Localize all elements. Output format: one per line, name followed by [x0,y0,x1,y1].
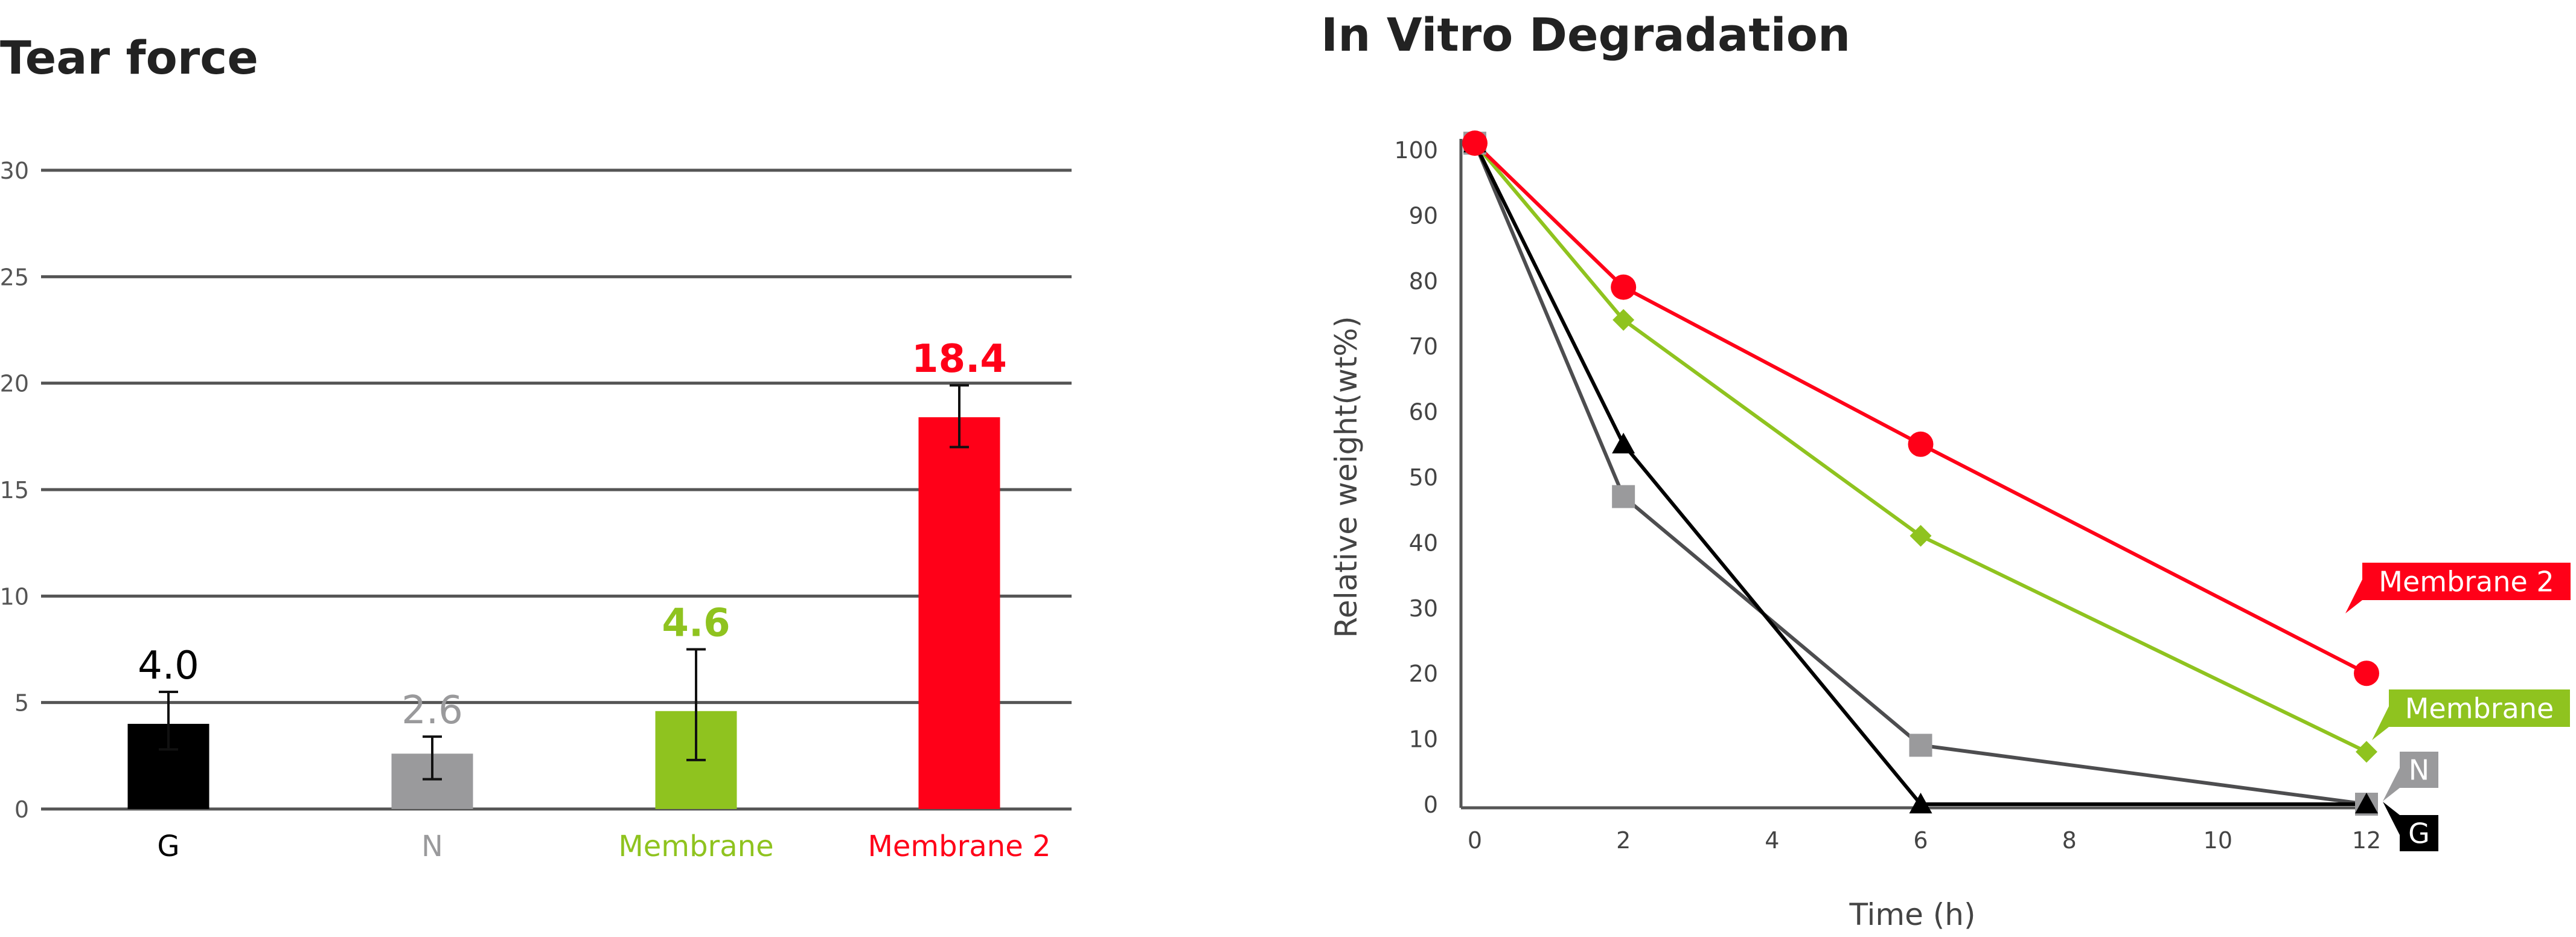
x-tick-label: 6 [1913,827,1928,854]
bar-gridlines [41,168,1072,811]
x-tick-label: 10 [2204,827,2232,854]
y-tick-label: 20 [0,371,29,397]
callout-box [2400,815,2438,851]
callout-label: G [2408,817,2430,850]
square-marker [1909,734,1932,757]
bar [918,417,1000,809]
value-label: 2.6 [401,688,463,733]
series-lines [1473,142,2368,806]
y-tick-label: 100 [1394,137,1438,164]
series-callout: G [2383,802,2438,851]
diamond-marker [1910,525,1932,547]
x-tick-label: 8 [2062,827,2077,854]
series-callout: Membrane 2 [2345,563,2571,613]
y-tick-label: 10 [0,583,29,610]
bars [127,417,1000,809]
error-bars [159,384,969,781]
value-label: 4.6 [662,601,730,646]
y-tick-label: 90 [1409,202,1438,229]
degradation-title: In Vitro Degradation [1321,8,1850,62]
y-tick-label: 0 [1424,791,1438,818]
x-axis-label: Time (h) [1849,897,1976,932]
bar-category-labels: G N Membrane Membrane 2 [157,830,1050,863]
callout-label: N [2409,754,2429,787]
callout-box [2400,752,2438,788]
x-tick-label: 12 [2352,827,2381,854]
circle-marker [1462,130,1488,156]
y-tick-label: 0 [14,796,29,823]
series-line [1473,142,2368,675]
degradation-chart: In Vitro Degradation 0102030405060708090… [1321,8,2571,932]
square-marker [1612,485,1635,508]
diamond-marker [2356,741,2377,763]
callout-label: Membrane 2 [2379,566,2554,598]
y-tick-label: 40 [1409,529,1438,556]
y-tick-label: 25 [0,264,29,290]
bar-y-tick-labels: 0 5 10 15 20 25 30 [0,158,29,823]
circle-marker [1908,431,1934,457]
x-tick-label: 4 [1765,827,1779,854]
value-label: 18.4 [912,337,1007,382]
y-tick-label: 80 [1409,268,1438,295]
callout-tail [2383,802,2400,835]
callout-tail [2372,706,2389,740]
callout-label: Membrane [2405,692,2554,725]
y-tick-label: 70 [1409,333,1438,360]
series-line [1473,142,2368,754]
line-x-tick-labels: 0 2 4 6 8 10 12 [1468,827,2381,854]
series-markers [1462,130,2379,816]
tear-force-title: Tear force [0,31,258,85]
circle-marker [1611,274,1637,300]
y-tick-label: 50 [1409,464,1438,491]
diamond-marker [1612,309,1635,331]
x-tick-label: 0 [1468,827,1482,854]
tear-force-chart: Tear force 0 5 10 15 20 25 30 4.0 2.6 4.6 18.4 G N… [0,31,1072,863]
callout-box [2389,689,2570,727]
y-tick-label: 10 [1409,726,1438,753]
y-tick-label: 15 [0,477,29,504]
series-callout: N [2383,752,2438,801]
category-label: G [157,830,179,863]
y-tick-label: 30 [1409,595,1438,622]
triangle-marker [1909,793,1932,814]
series-line [1473,142,2367,806]
y-tick-label: 60 [1409,399,1438,426]
series-callout: Membrane [2372,689,2570,740]
y-axis-label: Relative weight(wt%) [1329,316,1364,638]
callout-box [2362,563,2571,600]
triangle-marker [2355,793,2378,814]
value-label: 4.0 [138,644,199,688]
y-tick-label: 20 [1409,660,1438,687]
callout-tail [2383,768,2400,801]
bar-value-labels: 4.0 2.6 4.6 18.4 [138,337,1007,733]
triangle-marker [1612,432,1635,453]
y-tick-label: 30 [0,158,29,184]
category-label: N [421,830,443,863]
y-tick-label: 5 [14,690,29,717]
x-tick-label: 2 [1616,827,1631,854]
category-label: Membrane 2 [868,830,1050,863]
callout-tail [2345,579,2362,613]
circle-marker [2354,660,2379,686]
series-labels: Membrane 2 Membrane NG [2345,563,2571,851]
series-line [1473,142,2367,806]
line-y-tick-labels: 0 10 20 30 40 50 60 70 80 90 100 [1394,137,1438,818]
category-label: Membrane [618,830,773,863]
